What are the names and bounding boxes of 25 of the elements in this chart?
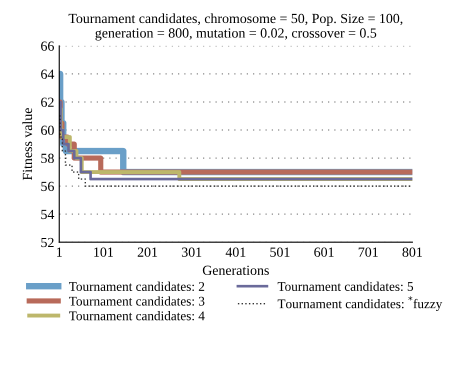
x-tick-label: 301 xyxy=(182,247,202,257)
legend-label: Tournament candidates: 5 xyxy=(278,282,414,292)
y-tick-label: 60 xyxy=(41,126,54,135)
legend-label: Tournament candidates: 3 xyxy=(69,296,204,306)
x-tick-label: 401 xyxy=(226,247,246,257)
x-tick-label: 801 xyxy=(402,247,422,257)
y-tick-label: 64 xyxy=(41,70,54,79)
x-tick-label: 201 xyxy=(138,247,158,257)
x-tick-label: 501 xyxy=(270,247,290,257)
y-tick-label: 66 xyxy=(41,41,54,51)
legend-label: Tournament candidates: $^{*}$fuzzy xyxy=(278,296,442,312)
y-tick-label: 52 xyxy=(41,238,54,248)
x-tick-label: 701 xyxy=(358,247,378,257)
legend-label: Tournament candidates: 4 xyxy=(69,311,205,320)
y-tick-label: 62 xyxy=(41,98,54,107)
x-tick-label: 101 xyxy=(94,247,113,257)
y-tick-label: 54 xyxy=(41,210,54,220)
chart-title: Tournament candidates, chromosome = 50, Pop. Size = 100, generation = 800, mutation = 0.02, crossover = 0.5 xyxy=(68,13,402,41)
x-tick-label: 601 xyxy=(314,247,334,257)
y-tick-label: 56 xyxy=(41,182,54,192)
y-tick-label: 58 xyxy=(41,154,54,164)
y-axis-title: Fitness value xyxy=(22,108,32,180)
legend-label: Tournament candidates: 2 xyxy=(69,282,204,292)
x-tick-label: 1 xyxy=(57,248,62,257)
x-axis-title: Generations xyxy=(202,266,269,276)
